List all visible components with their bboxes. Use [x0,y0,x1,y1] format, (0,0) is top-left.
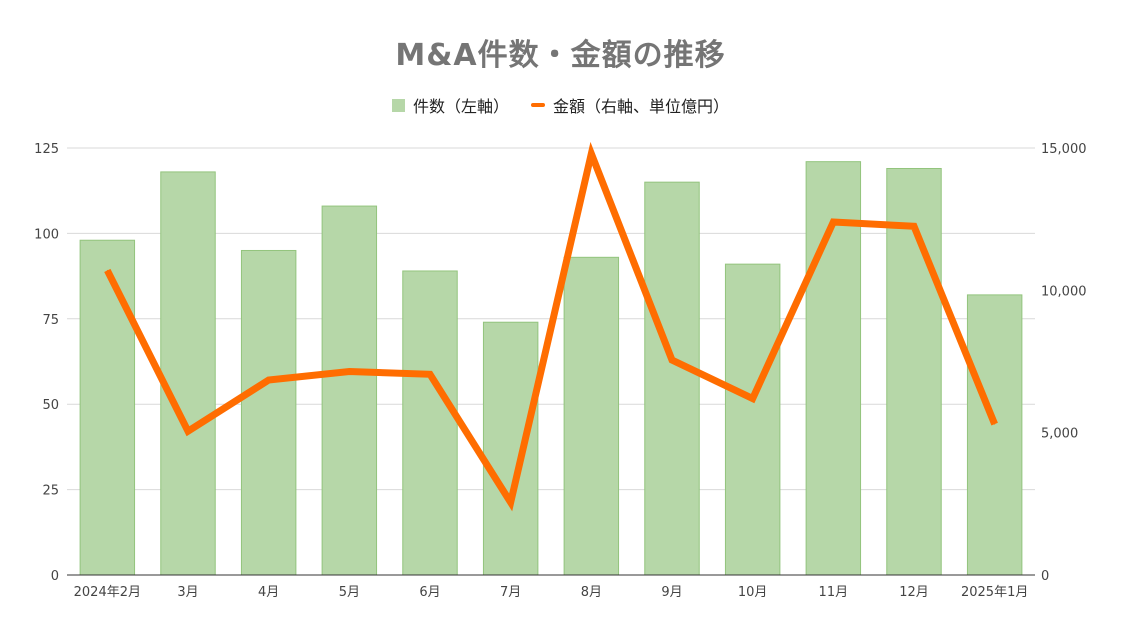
bar [644,181,700,576]
bar [79,239,136,576]
amount-point [429,373,431,375]
bar [321,205,378,576]
amount-point [752,398,754,400]
y-left-tick-label: 125 [34,142,59,157]
x-tick-label: 12月 [899,585,929,600]
y-left-tick-label: 0 [51,569,59,584]
bar [482,321,539,576]
x-tick-label: 10月 [738,585,768,600]
chart-title: M&A件数・金額の推移 [395,38,726,73]
y-left-tick-label: 50 [42,398,59,413]
legend-label-amount: 金額（右軸、単位億円） [553,97,730,116]
x-tick-label: 5月 [339,585,360,600]
amount-point [913,225,915,227]
amount-line [104,141,998,512]
amount-point [106,269,108,271]
legend-swatch-line [531,103,545,107]
legend-item-count: 件数（左軸） [391,93,509,117]
y-left-tick-label: 25 [42,484,59,499]
y-right-tick-label: 15,000 [1041,142,1087,157]
y-left-tick-label: 75 [42,313,59,328]
amount-point [994,423,996,425]
y-right-tick-label: 5,000 [1041,427,1078,442]
x-tick-label: 2024年2月 [74,585,141,600]
x-tick-label: 3月 [177,585,198,600]
amount-point [832,221,834,223]
amount-point [268,379,270,381]
y-right-tick-label: 0 [1041,569,1049,584]
legend: 件数（左軸） 金額（右軸、単位億円） [0,93,1121,117]
bar [240,249,297,576]
x-tick-label: 8月 [581,585,602,600]
bar [563,256,620,576]
bar [160,171,216,576]
x-tick-label: 6月 [419,585,440,600]
x-tick-label: 9月 [661,585,682,600]
amount-point [510,501,512,503]
y-left-tick-label: 100 [34,227,59,242]
bar [966,294,1023,576]
legend-swatch-bar [391,98,405,112]
legend-label-count: 件数（左軸） [412,97,509,116]
x-tick-label: 4月 [258,585,279,600]
bar [402,270,458,576]
amount-point [671,359,673,361]
legend-item-amount: 金額（右軸、単位億円） [531,93,729,117]
y-right-tick-label: 10,000 [1041,284,1087,299]
x-tick-label: 2025年1月 [961,585,1028,600]
amount-point [187,430,189,432]
bar [724,263,781,576]
amount-point [590,153,592,155]
x-tick-label: 7月 [500,585,521,600]
amount-point [348,370,350,372]
x-tick-label: 11月 [819,585,849,600]
